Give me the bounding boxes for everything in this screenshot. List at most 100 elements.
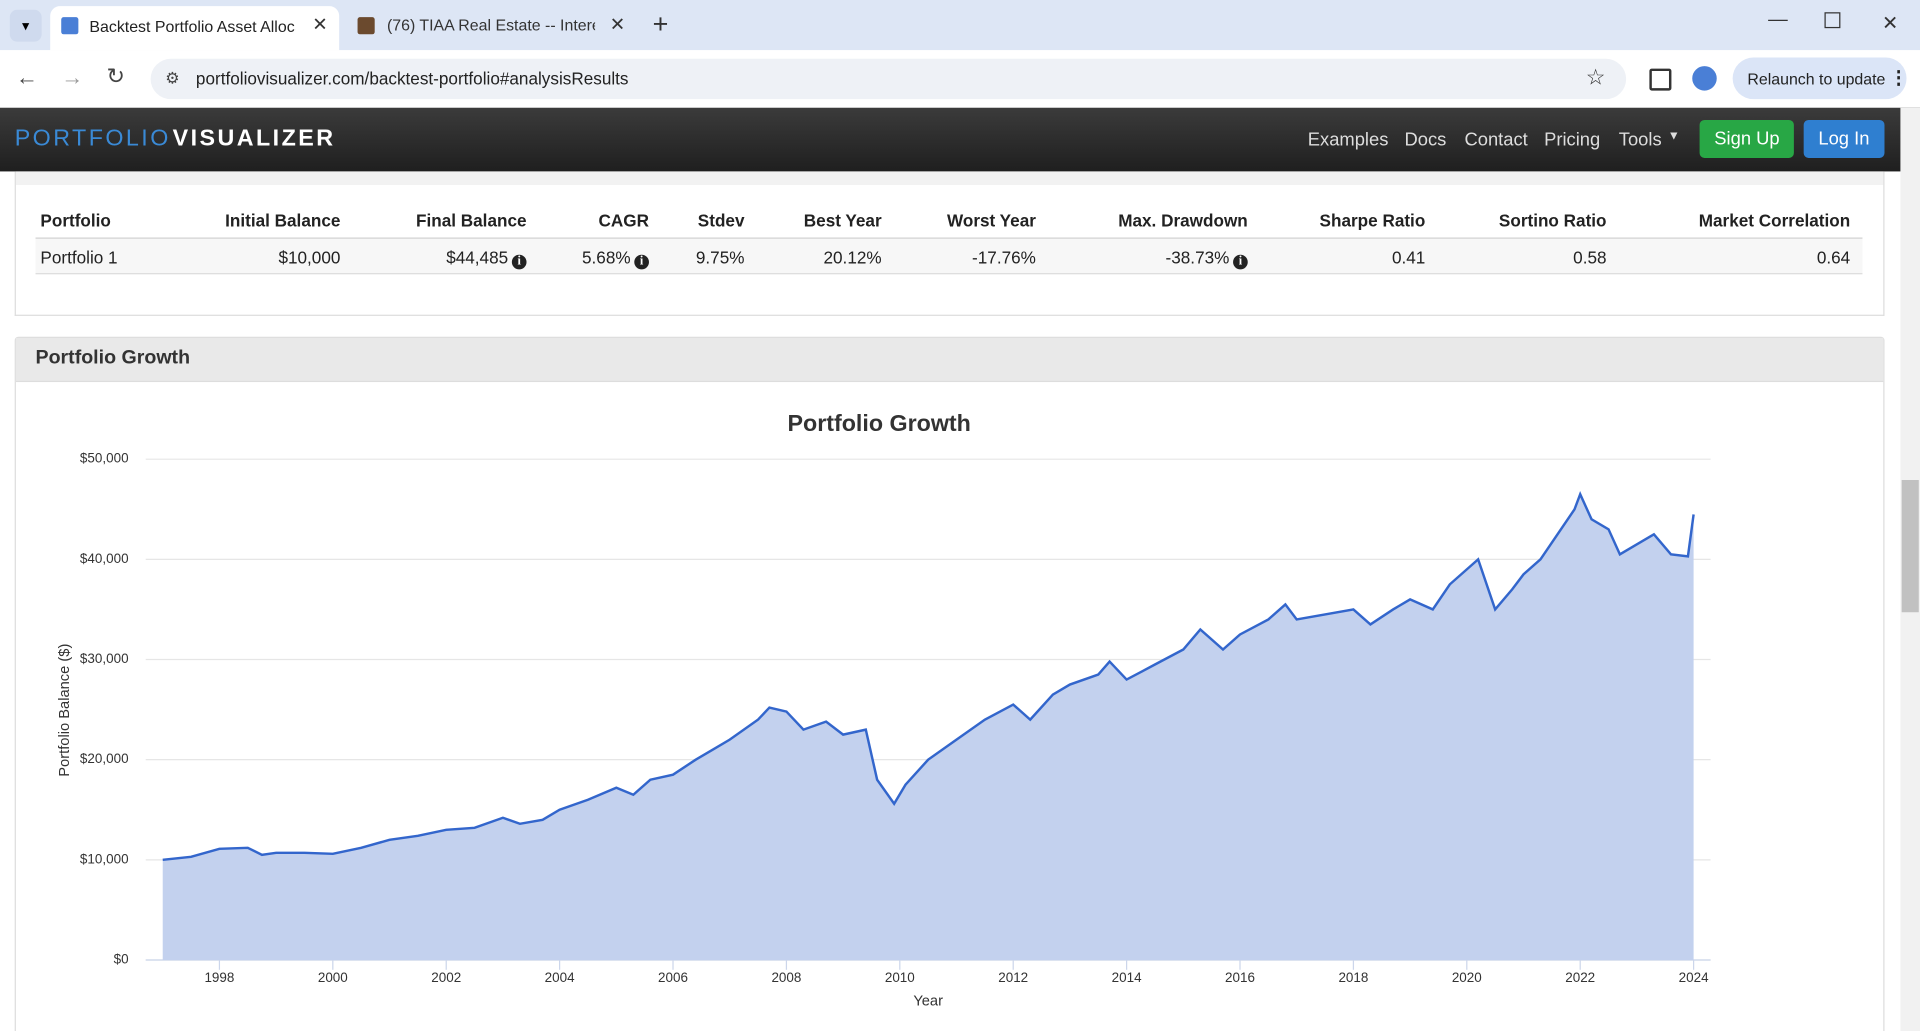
x-tick-label: 1998 xyxy=(204,970,234,985)
side-panel[interactable] xyxy=(1649,68,1672,91)
reload[interactable]: ↻ xyxy=(106,63,126,89)
column-header-text: Final Balance xyxy=(416,210,527,231)
table-cell-text: 9.75% xyxy=(695,247,745,267)
column-header: Max. Drawdown xyxy=(1118,211,1248,231)
caret: ▼ xyxy=(1667,129,1680,144)
x-tick-label: 2006 xyxy=(658,970,688,985)
table-cell: 20.12% xyxy=(823,247,881,267)
area xyxy=(162,494,1694,960)
tab-menu[interactable]: ▾ xyxy=(9,9,42,42)
table-cell: -17.76% xyxy=(972,247,1036,267)
x-tick-label: 2016 xyxy=(1225,970,1255,985)
table-cell: Portfolio 1 xyxy=(40,247,117,267)
table-cell-text: $44,485 xyxy=(446,247,509,267)
column-header: Sortino Ratio xyxy=(1499,211,1607,231)
panel-header xyxy=(15,337,1884,383)
column-header-text: Sortino Ratio xyxy=(1498,210,1607,231)
table-cell: -38.73% i xyxy=(1166,247,1248,270)
site-info[interactable]: ⚙ xyxy=(165,68,180,87)
x-tick-label: 2022 xyxy=(1565,970,1595,985)
brand[interactable]: VISUALIZER xyxy=(172,126,336,152)
bookmark[interactable]: ☆ xyxy=(1585,64,1606,90)
favicon xyxy=(61,17,79,35)
y-tick-label: $50,000 xyxy=(80,451,129,466)
column-header: Final Balance xyxy=(416,211,527,231)
info-icon[interactable]: i xyxy=(1233,254,1248,270)
minimize[interactable]: — xyxy=(1768,9,1788,31)
rule xyxy=(35,237,1863,239)
y-tick-label: $20,000 xyxy=(80,751,129,766)
nav-link[interactable]: Examples xyxy=(1307,129,1389,151)
relaunch-label: Relaunch to update xyxy=(1747,69,1886,89)
back[interactable]: ← xyxy=(15,64,38,90)
column-header-text: Worst Year xyxy=(946,210,1036,231)
table-cell: 9.75% xyxy=(696,247,745,267)
table-cell: 5.68% i xyxy=(581,247,649,270)
table-cell-text: $10,000 xyxy=(278,247,341,267)
y-tick-label: $0 xyxy=(114,952,129,967)
table-cell-text: 0.41 xyxy=(1391,247,1426,267)
x-tick-label: 2002 xyxy=(431,970,461,985)
close-window[interactable]: ✕ xyxy=(1882,13,1899,35)
table-cell: $44,485 i xyxy=(446,247,527,270)
column-header-text: Best Year xyxy=(803,210,882,231)
table-cell: 0.58 xyxy=(1573,247,1606,267)
nav-link[interactable]: Tools xyxy=(1618,129,1662,151)
table-cell-text: 20.12% xyxy=(823,247,882,267)
scroll-thumb[interactable] xyxy=(1901,480,1919,613)
nav-link[interactable]: Docs xyxy=(1404,129,1447,151)
nav-link[interactable]: Contact xyxy=(1464,129,1528,151)
y-axis-label: Portfolio Balance ($) xyxy=(57,644,73,777)
column-header-text: Portfolio xyxy=(40,210,111,231)
active-tab[interactable]: Backtest Portfolio Asset Allocati ✕ xyxy=(50,6,340,51)
table-cell: 0.64 xyxy=(1817,247,1850,267)
panel-title: Portfolio Growth xyxy=(35,347,191,369)
x-tick-label: 2000 xyxy=(318,970,348,985)
y-tick-label: $40,000 xyxy=(80,551,129,566)
column-header-text: CAGR xyxy=(598,210,649,231)
y-tick-label: $10,000 xyxy=(80,851,129,866)
profile[interactable] xyxy=(1692,66,1717,91)
log-in[interactable]: Log In xyxy=(1803,120,1885,158)
restore[interactable] xyxy=(1824,12,1841,29)
table-cell: $10,000 xyxy=(278,247,340,267)
table-cell-text: 0.64 xyxy=(1816,247,1851,267)
table-cell-text: -17.76% xyxy=(972,247,1036,267)
column-header: Portfolio xyxy=(40,211,110,231)
forward[interactable]: → xyxy=(61,64,84,90)
table-cell-text: 5.68% xyxy=(581,247,631,267)
column-header: Stdev xyxy=(698,211,745,231)
column-header-text: Sharpe Ratio xyxy=(1319,210,1426,231)
column-header: Sharpe Ratio xyxy=(1320,211,1426,231)
new-tab[interactable]: + xyxy=(652,8,669,40)
column-header: Initial Balance xyxy=(225,211,340,231)
brand[interactable]: PORTFOLIO xyxy=(14,126,171,152)
column-header: Worst Year xyxy=(947,211,1036,231)
x-tick-label: 2004 xyxy=(545,970,575,985)
row-bg xyxy=(35,238,1863,275)
navbar xyxy=(0,107,1920,172)
column-header: CAGR xyxy=(598,211,648,231)
sign-up[interactable]: Sign Up xyxy=(1699,120,1795,158)
nav-link[interactable]: Pricing xyxy=(1544,129,1601,151)
tab-close[interactable]: ✕ xyxy=(312,14,328,36)
x-tick-label: 2008 xyxy=(771,970,801,985)
tab-title[interactable]: (76) TIAA Real Estate -- Interest xyxy=(386,15,596,35)
info-icon[interactable]: i xyxy=(511,254,527,270)
chart-title: Portfolio Growth xyxy=(787,410,970,436)
tab-close[interactable]: ✕ xyxy=(609,14,626,36)
url: portfoliovisualizer.com/backtest-portfol… xyxy=(195,68,629,89)
x-tick-label: 2020 xyxy=(1452,970,1482,985)
x-tick-label: 2018 xyxy=(1338,970,1368,985)
address-bar[interactable]: ⚙ portfoliovisualizer.com/backtest-portf… xyxy=(150,58,1627,100)
info-icon[interactable]: i xyxy=(634,254,649,270)
x-tick-label: 2010 xyxy=(885,970,915,985)
x-axis-label: Year xyxy=(913,994,943,1010)
table-cell-text: Portfolio 1 xyxy=(40,247,118,267)
relaunch-button[interactable]: Relaunch to update ⋮ xyxy=(1732,57,1908,100)
tab-title: Backtest Portfolio Asset Allocati xyxy=(89,17,296,36)
x-tick-label: 2012 xyxy=(998,970,1028,985)
